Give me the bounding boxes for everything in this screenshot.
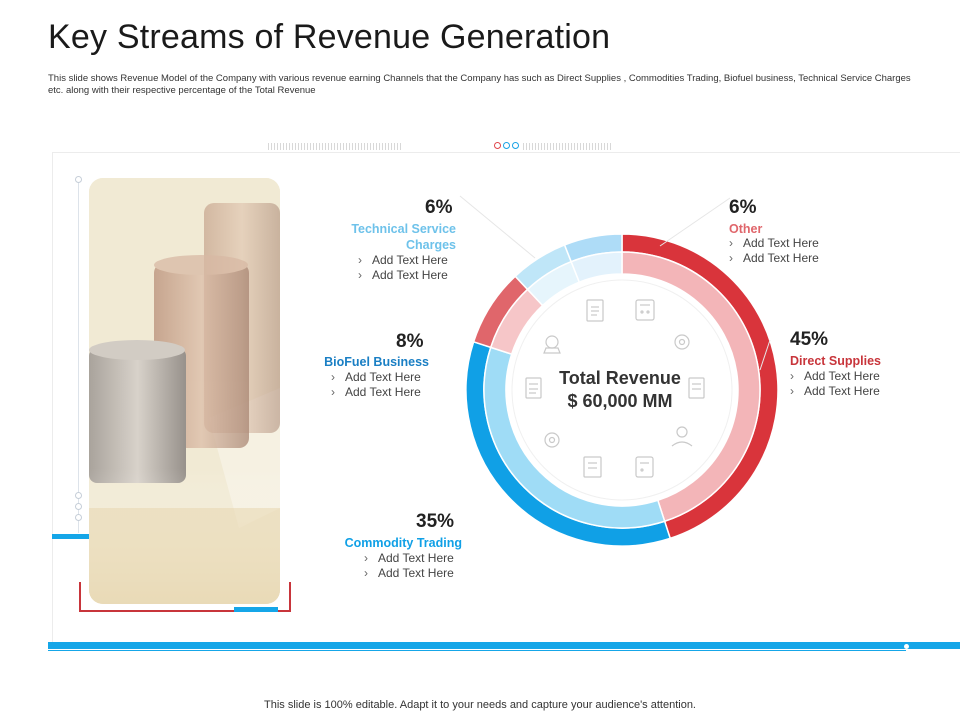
commodity-trading-bullets: Add Text Here Add Text Here [364, 551, 454, 581]
coin-stacks-illustration [89, 178, 280, 604]
dot-icon [503, 142, 510, 149]
calculator-icon [635, 456, 654, 478]
biofuel-bullets: Add Text Here Add Text Here [331, 370, 421, 400]
bottom-dot-icon [904, 644, 909, 649]
calculator-icon [635, 299, 655, 321]
gear-icon [674, 334, 690, 350]
total-revenue-value: $ 60,000 MM [567, 391, 673, 411]
bullet-item: Add Text Here [729, 251, 819, 266]
slide-footer: This slide is 100% editable. Adapt it to… [264, 699, 696, 711]
other-label: Other [729, 222, 763, 236]
bullet-item: Add Text Here [331, 370, 421, 385]
biofuel-label: BioFuel Business [324, 355, 429, 369]
handshake-icon [671, 426, 693, 447]
slide-subtitle: This slide shows Revenue Model of the Co… [48, 73, 911, 96]
dot-icon [512, 142, 519, 149]
direct-supplies-label: Direct Supplies [790, 354, 881, 368]
bullet-item: Add Text Here [364, 551, 454, 566]
decorative-dots [494, 142, 519, 149]
document-icon [586, 299, 604, 322]
decorative-node-icon [75, 514, 82, 521]
revenue-donut-chart [464, 232, 780, 548]
frame-left-line [52, 152, 53, 647]
bullet-item: Add Text Here [358, 253, 448, 268]
total-revenue-title: Total Revenue [559, 368, 681, 388]
direct-supplies-bullets: Add Text Here Add Text Here [790, 369, 880, 399]
document-icon [688, 377, 705, 399]
money-bag-icon [543, 335, 561, 354]
coins-photo [89, 178, 280, 604]
decorative-vertical-line [78, 178, 79, 533]
decorative-node-icon [75, 176, 82, 183]
report-icon [525, 377, 542, 399]
technical-service-percent: 6% [425, 197, 453, 218]
bullet-item: Add Text Here [729, 236, 819, 251]
decorative-node-icon [75, 492, 82, 499]
commodity-trading-percent: 35% [416, 511, 455, 532]
dot-icon [494, 142, 501, 149]
bullet-item: Add Text Here [364, 566, 454, 581]
decorative-blue-tab [52, 534, 90, 539]
frame-top-line [52, 152, 960, 153]
bottom-accent-line [48, 650, 906, 651]
technical-service-label: Technical Service Charges [300, 221, 456, 253]
bullet-item: Add Text Here [331, 385, 421, 400]
bottom-accent-bar [48, 642, 960, 649]
total-revenue-label: Total Revenue $ 60,000 MM [510, 367, 730, 413]
decorative-node-icon [75, 503, 82, 510]
other-percent: 6% [729, 197, 757, 218]
donut-svg [465, 233, 779, 547]
bullet-item: Add Text Here [790, 369, 880, 384]
biofuel-percent: 8% [396, 331, 424, 352]
report-icon [583, 456, 602, 478]
decorative-tick-strip [523, 143, 611, 150]
technical-service-label-line2: Charges [405, 238, 456, 252]
technical-service-label-line1: Technical Service [351, 222, 456, 236]
technical-service-bullets: Add Text Here Add Text Here [358, 253, 448, 283]
other-bullets: Add Text Here Add Text Here [729, 236, 819, 266]
inner-ring-line [511, 279, 733, 501]
commodity-trading-label: Commodity Trading [344, 536, 462, 550]
direct-supplies-percent: 45% [790, 329, 829, 350]
decorative-red-bracket [79, 582, 291, 612]
bullet-item: Add Text Here [790, 384, 880, 399]
decorative-blue-tab [234, 607, 278, 612]
slide-title: Key Streams of Revenue Generation [48, 18, 611, 56]
gear-icon [544, 432, 560, 448]
bullet-item: Add Text Here [358, 268, 448, 283]
decorative-tick-strip [268, 143, 402, 150]
donut-hole [506, 274, 738, 506]
